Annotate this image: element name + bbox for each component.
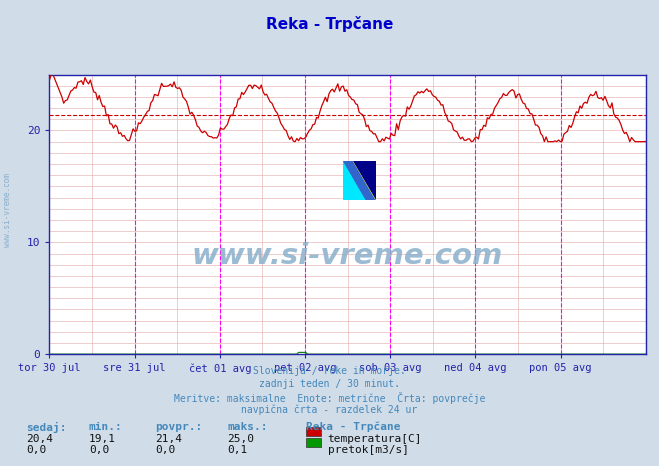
Text: pretok[m3/s]: pretok[m3/s] xyxy=(328,445,409,455)
Text: temperatura[C]: temperatura[C] xyxy=(328,434,422,444)
Text: 0,1: 0,1 xyxy=(227,445,248,455)
Polygon shape xyxy=(343,161,376,200)
Text: Reka - Trpčane: Reka - Trpčane xyxy=(266,16,393,32)
Polygon shape xyxy=(343,161,376,200)
Text: sedaj:: sedaj: xyxy=(26,422,67,433)
Text: povpr.:: povpr.: xyxy=(155,422,202,432)
Text: 25,0: 25,0 xyxy=(227,434,254,444)
Text: 21,4: 21,4 xyxy=(155,434,182,444)
Text: Reka - Trpčane: Reka - Trpčane xyxy=(306,422,401,432)
Text: min.:: min.: xyxy=(89,422,123,432)
Text: Meritve: maksimalne  Enote: metrične  Črta: povprečje: Meritve: maksimalne Enote: metrične Črta… xyxy=(174,392,485,404)
Text: 0,0: 0,0 xyxy=(26,445,47,455)
Text: navpična črta - razdelek 24 ur: navpična črta - razdelek 24 ur xyxy=(241,405,418,416)
Text: 20,4: 20,4 xyxy=(26,434,53,444)
Text: 0,0: 0,0 xyxy=(155,445,175,455)
Text: 19,1: 19,1 xyxy=(89,434,116,444)
Text: www.si-vreme.com: www.si-vreme.com xyxy=(3,173,13,247)
Text: www.si-vreme.com: www.si-vreme.com xyxy=(192,242,503,270)
Text: 0,0: 0,0 xyxy=(89,445,109,455)
Text: maks.:: maks.: xyxy=(227,422,268,432)
Polygon shape xyxy=(353,161,376,200)
Text: Slovenija / reke in morje.: Slovenija / reke in morje. xyxy=(253,366,406,376)
Text: zadnji teden / 30 minut.: zadnji teden / 30 minut. xyxy=(259,379,400,389)
